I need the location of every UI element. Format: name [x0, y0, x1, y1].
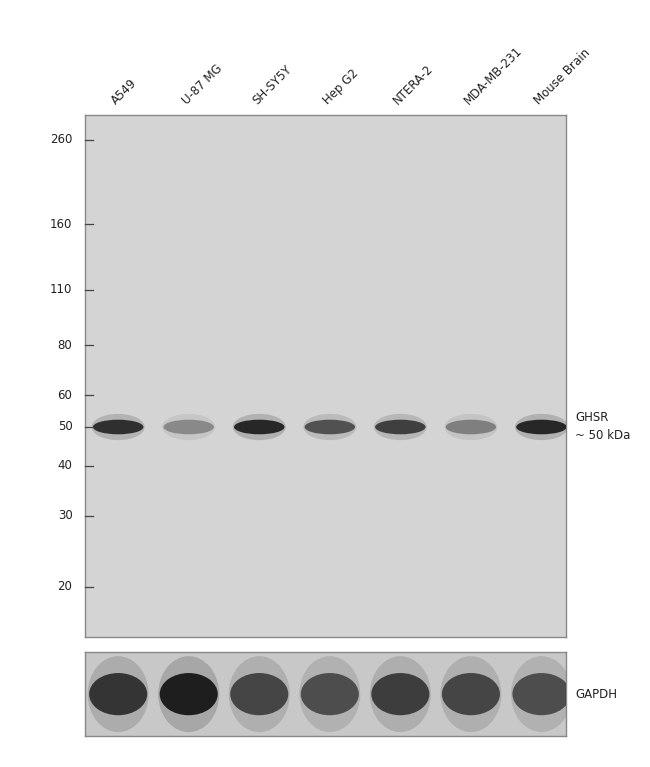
- Ellipse shape: [442, 673, 500, 715]
- Ellipse shape: [441, 657, 501, 732]
- Ellipse shape: [233, 414, 286, 440]
- Text: MDA-MB-231: MDA-MB-231: [462, 44, 525, 107]
- Ellipse shape: [163, 420, 214, 434]
- Ellipse shape: [301, 673, 359, 715]
- Text: A549: A549: [109, 77, 140, 107]
- Ellipse shape: [229, 657, 290, 732]
- Text: 50: 50: [58, 420, 72, 433]
- Ellipse shape: [375, 420, 426, 434]
- Text: 80: 80: [58, 339, 72, 351]
- Text: 110: 110: [50, 283, 72, 296]
- Ellipse shape: [160, 673, 218, 715]
- Text: Mouse Brain: Mouse Brain: [532, 46, 593, 107]
- Text: NTERA-2: NTERA-2: [391, 62, 436, 107]
- Ellipse shape: [93, 420, 144, 434]
- Ellipse shape: [299, 657, 360, 732]
- Ellipse shape: [512, 673, 571, 715]
- Text: 60: 60: [58, 389, 72, 402]
- Ellipse shape: [445, 414, 497, 440]
- Text: 30: 30: [58, 509, 72, 522]
- Text: Hep G2: Hep G2: [320, 67, 361, 107]
- Ellipse shape: [158, 657, 219, 732]
- Ellipse shape: [230, 673, 289, 715]
- Text: U-87 MG: U-87 MG: [179, 62, 225, 107]
- Ellipse shape: [234, 420, 285, 434]
- Text: SH-SY5Y: SH-SY5Y: [250, 63, 294, 107]
- Ellipse shape: [446, 420, 496, 434]
- Ellipse shape: [162, 414, 215, 440]
- Ellipse shape: [374, 414, 427, 440]
- Ellipse shape: [370, 657, 431, 732]
- Ellipse shape: [305, 420, 355, 434]
- Ellipse shape: [88, 657, 149, 732]
- Ellipse shape: [304, 414, 356, 440]
- Ellipse shape: [516, 420, 567, 434]
- Ellipse shape: [371, 673, 430, 715]
- Text: GAPDH: GAPDH: [575, 688, 617, 700]
- Ellipse shape: [92, 414, 145, 440]
- Ellipse shape: [511, 657, 572, 732]
- Text: 160: 160: [50, 218, 72, 231]
- Ellipse shape: [89, 673, 147, 715]
- Ellipse shape: [515, 414, 568, 440]
- Text: GHSR
~ 50 kDa: GHSR ~ 50 kDa: [575, 412, 630, 443]
- Text: 40: 40: [58, 459, 72, 472]
- Text: 20: 20: [58, 580, 72, 593]
- Text: 260: 260: [50, 133, 72, 146]
